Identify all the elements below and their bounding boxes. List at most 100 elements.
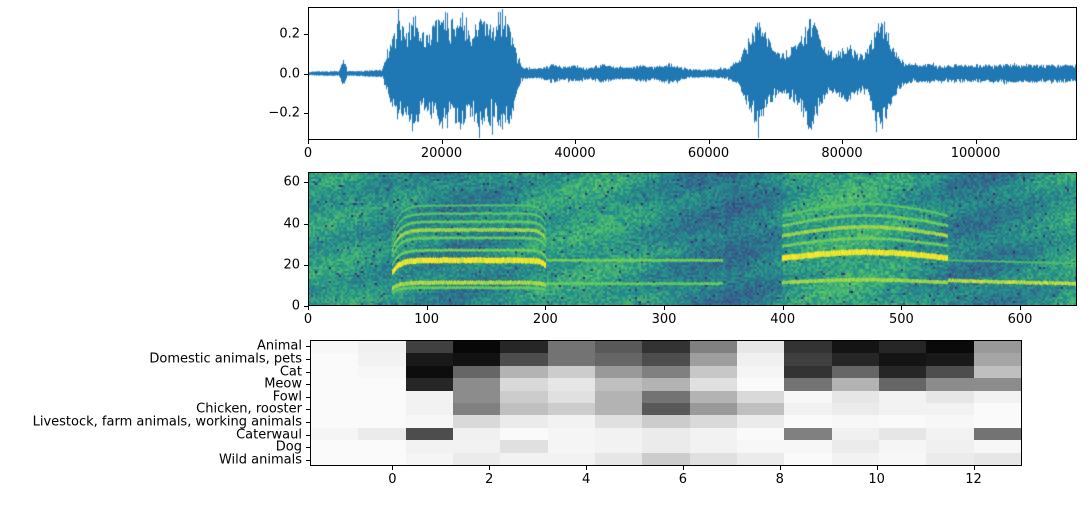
y-tick-mark: [306, 346, 310, 348]
heatmap-cell: [358, 440, 406, 453]
x-tick-mark: [1020, 306, 1022, 310]
heatmap-cell: [311, 440, 359, 453]
x-tick-mark: [782, 306, 784, 310]
classification-heatmap: [310, 340, 1022, 466]
y-tick-mark: [306, 421, 310, 423]
row-label: Dog: [275, 439, 302, 455]
x-tick-label: 6: [678, 472, 688, 487]
heatmap-cell: [500, 378, 548, 391]
heatmap-cell: [736, 452, 785, 465]
y-tick-mark: [304, 113, 308, 115]
x-tick-label: 100000: [950, 146, 1001, 161]
heatmap-cell: [500, 353, 548, 366]
heatmap-cell: [500, 427, 548, 441]
heatmap-cell: [784, 341, 832, 354]
heatmap-cell: [311, 427, 359, 441]
x-tick-label: 300: [651, 312, 677, 327]
heatmap-cell: [736, 440, 785, 453]
x-tick-mark: [901, 306, 903, 310]
heatmap-cell: [689, 415, 737, 428]
heatmap-cell: [642, 402, 690, 416]
x-tick-label: 12: [965, 472, 982, 487]
heatmap-cell: [547, 452, 595, 465]
heatmap-cell: [784, 427, 832, 441]
x-tick-mark: [876, 466, 878, 470]
x-tick-mark: [779, 466, 781, 470]
heatmap-cell: [973, 415, 1021, 428]
heatmap-cell: [547, 365, 595, 379]
heatmap-cell: [500, 390, 548, 403]
heatmap-cell: [831, 341, 879, 354]
y-tick-mark: [304, 33, 308, 35]
heatmap-cell: [358, 390, 406, 403]
heatmap-cell: [973, 390, 1021, 403]
y-tick-mark: [306, 384, 310, 386]
heatmap-cell: [405, 390, 453, 403]
heatmap-cell: [736, 390, 785, 403]
row-label: Meow: [264, 376, 302, 392]
heatmap-cell: [973, 452, 1021, 465]
x-tick-mark: [575, 140, 576, 144]
x-tick-label: 10: [868, 472, 885, 487]
x-tick-label: 0: [303, 146, 313, 161]
row-label: Livestock, farm animals, working animals: [32, 414, 302, 430]
y-tick-mark: [306, 459, 310, 461]
heatmap-cell: [689, 452, 737, 465]
heatmap-cell: [926, 353, 974, 366]
y-tick-mark: [306, 396, 310, 398]
heatmap-cell: [452, 427, 501, 441]
heatmap-cell: [547, 402, 595, 416]
heatmap-cell: [594, 378, 643, 391]
heatmap-cell: [358, 402, 406, 416]
heatmap-cell: [736, 402, 785, 416]
heatmap-cell: [547, 427, 595, 441]
x-tick-mark: [441, 140, 443, 144]
heatmap-cell: [973, 365, 1021, 379]
heatmap-cell: [784, 390, 832, 403]
heatmap-cell: [547, 390, 595, 403]
x-tick-label: 40000: [554, 146, 596, 161]
heatmap-cell: [689, 390, 737, 403]
heatmap-cell: [594, 452, 643, 465]
heatmap-cell: [878, 440, 927, 453]
y-tick-mark: [306, 434, 310, 436]
heatmap-cell: [784, 415, 832, 428]
heatmap-cell: [736, 427, 785, 441]
heatmap-cell: [358, 365, 406, 379]
heatmap-cell: [784, 440, 832, 453]
x-tick-label: 2: [485, 472, 494, 487]
heatmap-cell: [452, 365, 501, 379]
y-tick-mark: [306, 371, 310, 373]
x-tick-mark: [842, 140, 844, 144]
heatmap-cell: [405, 365, 453, 379]
heatmap-cell: [311, 353, 359, 366]
heatmap-cell: [594, 341, 643, 354]
y-tick-mark: [304, 182, 308, 184]
y-tick-mark: [306, 409, 310, 411]
heatmap-cell: [358, 378, 406, 391]
row-label: Fowl: [272, 389, 302, 405]
y-tick-mark: [304, 73, 308, 75]
heatmap-cell: [642, 341, 690, 354]
heatmap-cell: [547, 378, 595, 391]
heatmap-cell: [547, 353, 595, 366]
y-tick-label: 0.2: [279, 26, 300, 42]
heatmap-cell: [594, 365, 643, 379]
y-tick-mark: [304, 306, 308, 307]
heatmap-cell: [547, 440, 595, 453]
x-tick-mark: [489, 466, 491, 470]
heatmap-cell: [831, 378, 879, 391]
x-tick-mark: [545, 306, 547, 310]
heatmap-cell: [831, 402, 879, 416]
x-tick-mark: [973, 466, 975, 470]
heatmap-cell: [500, 402, 548, 416]
heatmap-cell: [926, 341, 974, 354]
heatmap-cell: [831, 452, 879, 465]
heatmap-cell: [594, 427, 643, 441]
x-tick-label: 600: [1007, 312, 1033, 327]
heatmap-cell: [973, 440, 1021, 453]
x-tick-mark: [682, 466, 684, 470]
heatmap-cell: [500, 341, 548, 354]
x-tick-label: 0: [303, 312, 313, 327]
